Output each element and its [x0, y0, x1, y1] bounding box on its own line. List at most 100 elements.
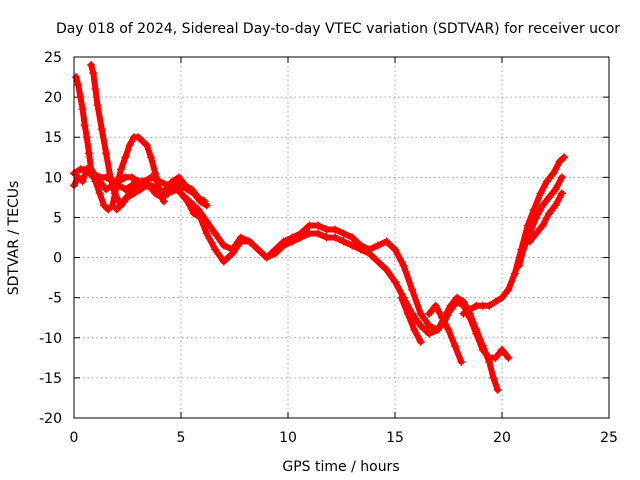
data-point — [84, 149, 93, 158]
data-point — [348, 241, 357, 250]
x-axis-label: GPS time / hours — [282, 459, 399, 475]
data-point — [82, 133, 91, 142]
data-point — [72, 73, 81, 82]
data-point — [202, 217, 211, 226]
data-point — [80, 121, 89, 130]
data-point — [431, 301, 440, 310]
data-point — [465, 313, 474, 322]
data-point — [91, 85, 100, 94]
data-point — [313, 221, 322, 230]
data-point — [93, 101, 102, 110]
data-point — [112, 205, 121, 214]
series-line — [88, 62, 208, 209]
data-point — [99, 201, 108, 210]
data-point — [408, 285, 417, 294]
data-point — [78, 105, 87, 114]
data-point — [551, 201, 560, 210]
data-point — [339, 229, 348, 238]
chart-title: Day 018 of 2024, Sidereal Day-to-day VTE… — [56, 21, 620, 37]
data-point — [245, 237, 254, 246]
data-point — [305, 221, 314, 230]
data-point — [279, 237, 288, 246]
data-point — [515, 261, 524, 270]
y-axis-label: SDTVAR / TECUs — [6, 181, 22, 296]
series-line — [526, 190, 565, 245]
data-point — [132, 181, 141, 190]
data-point — [498, 293, 506, 302]
data-point — [108, 201, 117, 210]
data-point — [491, 297, 500, 306]
data-point — [498, 345, 506, 354]
data-point — [236, 233, 245, 242]
data-point — [76, 93, 85, 102]
data-point — [532, 229, 541, 238]
data-point — [127, 173, 136, 182]
data-point — [489, 373, 498, 382]
data-point — [525, 237, 534, 246]
series-line — [71, 166, 501, 393]
x-tick-label: 0 — [70, 430, 79, 446]
data-point — [504, 285, 513, 294]
data-point — [391, 245, 399, 254]
data-point — [189, 189, 198, 198]
data-point — [117, 165, 126, 174]
data-point — [142, 141, 151, 150]
data-point — [425, 309, 434, 318]
data-point — [557, 189, 566, 198]
data-point — [91, 177, 100, 186]
data-point — [102, 185, 111, 194]
data-point — [144, 181, 153, 190]
data-point — [194, 205, 203, 214]
data-point — [457, 357, 466, 366]
y-tick-label: -15 — [39, 371, 62, 387]
data-point — [425, 329, 434, 338]
data-point — [356, 241, 365, 250]
series-line — [398, 294, 424, 345]
data-point — [538, 221, 547, 230]
data-point — [339, 237, 348, 246]
data-point — [254, 245, 263, 254]
data-point — [262, 253, 271, 262]
data-point — [542, 177, 551, 186]
axis-ticks: 0 5 10 15 20 25 -20 -15 -10 -5 0 5 10 15 20 25 — [39, 50, 618, 446]
data-point — [382, 265, 391, 274]
series-line — [516, 174, 565, 269]
data-point — [138, 177, 147, 186]
data-point — [557, 173, 566, 182]
data-point — [97, 125, 106, 134]
data-point — [331, 233, 340, 242]
x-tick-label: 25 — [600, 430, 618, 446]
y-tick-label: -20 — [39, 411, 62, 427]
data-point — [202, 229, 211, 238]
data-point — [485, 301, 494, 310]
data-point — [433, 325, 442, 334]
data-point — [157, 193, 166, 202]
data-point — [305, 229, 314, 238]
data-point — [373, 257, 382, 266]
series-track-1 — [70, 165, 502, 394]
data-point — [493, 385, 502, 394]
data-point — [545, 193, 554, 202]
data-point — [211, 245, 220, 254]
data-point — [183, 185, 192, 194]
data-point — [121, 153, 130, 162]
data-point — [211, 229, 220, 238]
y-tick-label: -10 — [39, 331, 62, 347]
y-tick-label: 5 — [53, 210, 62, 226]
data-point — [125, 189, 134, 198]
data-point — [219, 257, 228, 266]
series-track-7 — [425, 301, 466, 366]
data-point — [95, 189, 104, 198]
data-point — [136, 185, 145, 194]
data-point — [403, 309, 412, 318]
data-point — [78, 177, 87, 186]
data-point — [549, 169, 558, 178]
data-point — [438, 313, 447, 322]
data-point — [313, 229, 322, 238]
data-point — [551, 185, 560, 194]
x-tick-label: 10 — [279, 430, 297, 446]
data-point — [74, 81, 83, 90]
series-track-5 — [112, 177, 211, 214]
x-tick-label: 20 — [493, 430, 511, 446]
